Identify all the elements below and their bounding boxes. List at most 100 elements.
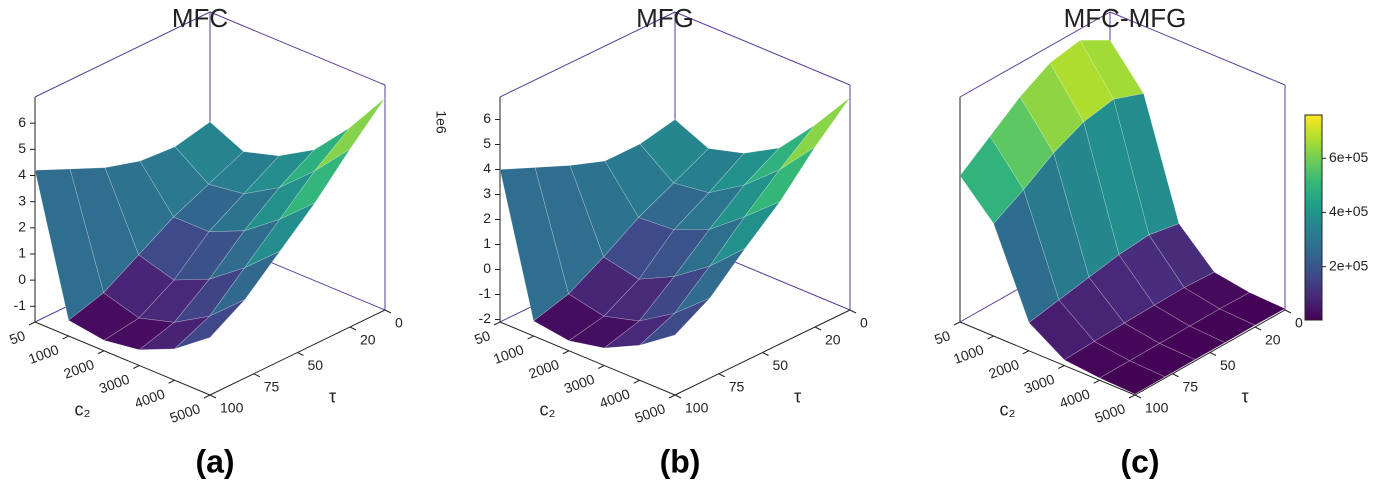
panel-label: (c) (1120, 443, 1159, 479)
z-tick-label: 3 (18, 192, 26, 208)
z-tick-label: 2 (18, 219, 26, 235)
box-edge (34, 11, 211, 98)
y-tick (718, 373, 725, 378)
box-edge (209, 11, 386, 86)
y-tick-label: 20 (360, 332, 376, 348)
panel-label: (b) (660, 443, 701, 479)
x-tick-label: 1000 (491, 341, 526, 367)
x-tick (28, 321, 36, 326)
x-tick-label: 3000 (562, 371, 597, 397)
x-tick (1058, 365, 1065, 369)
y-tick (1134, 394, 1142, 399)
panel-label: (a) (195, 443, 234, 479)
y-axis-label: τ (794, 386, 801, 406)
offset-label: 1e6 (433, 110, 449, 134)
x-tick-label: 50 (932, 327, 952, 347)
x-tick (987, 335, 994, 340)
surface-chart: 50100020003000400050000205075100-1012345… (7, 3, 403, 480)
y-tick-label: 100 (685, 400, 709, 416)
x-tick-label: 1000 (26, 341, 61, 367)
z-tick-label: 0 (18, 271, 26, 287)
z-tick-label: -2 (479, 310, 492, 326)
y-tick-label: 0 (860, 315, 868, 331)
surface-chart: 50100020003000400050000205075100c₂τMFC-M… (932, 3, 1368, 480)
y-tick (1209, 352, 1217, 356)
y-tick (1254, 326, 1262, 331)
surface-patch (1098, 360, 1166, 395)
z-tick-label: 3 (483, 185, 491, 201)
colorbar (1304, 114, 1323, 321)
z-tick-label: -1 (479, 285, 492, 301)
x-tick-label: 50 (7, 327, 27, 347)
y-tick-label: 20 (825, 332, 841, 348)
x-tick-label: 50 (472, 327, 492, 347)
box-edge (674, 11, 851, 86)
x-tick-label: 2000 (61, 356, 96, 382)
x-tick (527, 335, 534, 340)
x-tick (133, 365, 140, 369)
z-tick-label: -1 (14, 297, 27, 313)
x-axis-line (499, 321, 676, 396)
chart-title: MFC-MFG (1064, 3, 1187, 33)
y-tick (814, 326, 822, 331)
box-edge (1109, 11, 1286, 86)
z-tick-label: 6 (483, 110, 491, 126)
x-tick (562, 350, 570, 355)
y-tick (1172, 373, 1179, 378)
y-tick (849, 309, 857, 314)
x-tick (1093, 379, 1100, 384)
surface-patch (779, 97, 851, 171)
y-tick-label: 75 (729, 378, 745, 394)
y-tick (297, 352, 304, 356)
y-tick-label: 50 (1220, 357, 1236, 373)
y-tick (674, 394, 682, 399)
y-tick-label: 0 (395, 315, 403, 331)
x-tick-label: 2000 (526, 356, 561, 382)
y-tick-label: 100 (220, 400, 244, 416)
surface-patch (639, 297, 711, 346)
x-tick-label: 5000 (1093, 400, 1128, 426)
y-tick-label: 20 (1265, 332, 1281, 348)
colorbar-tick-label: 6e+05 (1329, 149, 1369, 165)
x-axis-line (959, 321, 1136, 396)
z-tick-label: 5 (18, 140, 26, 156)
y-tick (253, 373, 260, 378)
x-tick (1128, 394, 1136, 399)
z-tick-label: 1 (483, 235, 491, 251)
chart-title: MFG (636, 3, 694, 33)
y-tick (384, 309, 392, 314)
x-tick (493, 321, 501, 326)
x-tick-label: 5000 (168, 400, 203, 426)
surface-patch (174, 299, 246, 350)
z-tick-label: 0 (483, 260, 491, 276)
chart-title: MFC (172, 3, 228, 33)
z-tick-label: 4 (18, 166, 26, 182)
x-tick-label: 5000 (633, 400, 668, 426)
y-tick-label: 50 (773, 357, 789, 373)
x-tick-label: 2000 (986, 356, 1021, 382)
x-tick (62, 335, 69, 340)
surface-chart: 50100020003000400050000205075100-2-10123… (433, 3, 868, 480)
x-tick (633, 379, 640, 384)
y-tick (349, 326, 357, 331)
x-axis-line (34, 321, 211, 396)
x-tick (203, 394, 211, 399)
x-tick-label: 1000 (951, 341, 986, 367)
x-tick-label: 4000 (1057, 385, 1092, 411)
colorbar-tick-label: 4e+05 (1329, 203, 1369, 219)
x-tick (598, 365, 605, 369)
y-tick-label: 50 (308, 357, 324, 373)
x-tick-label: 3000 (97, 371, 132, 397)
x-tick (668, 394, 676, 399)
box-edge (959, 11, 1111, 98)
x-tick (97, 350, 105, 355)
y-axis-label: τ (1241, 386, 1248, 406)
surface-patch (314, 97, 386, 172)
x-tick (1022, 350, 1030, 355)
x-tick (168, 379, 175, 384)
box-edge (499, 11, 676, 98)
y-tick-label: 75 (264, 378, 280, 394)
y-tick-label: 100 (1145, 400, 1169, 416)
y-tick (1284, 309, 1292, 314)
